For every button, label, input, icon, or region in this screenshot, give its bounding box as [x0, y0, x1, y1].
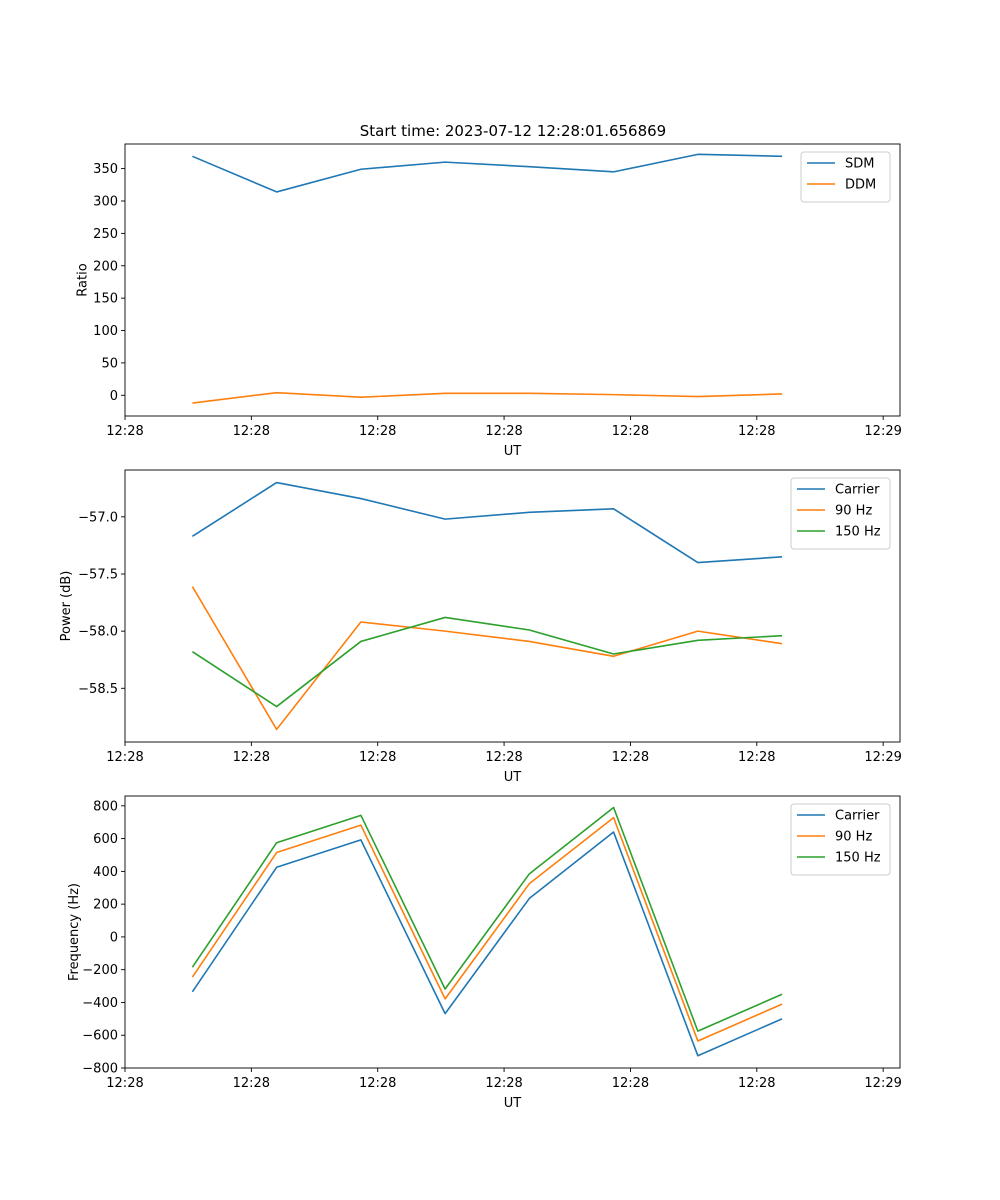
y-axis-label: Ratio [75, 263, 90, 296]
plot-2: 12:28 12:28 12:28 12:28 12:28 12:28 12:29 −57.0… [59, 469, 902, 785]
y-tick-label: −57.0 [78, 510, 118, 525]
y-tick-label: −200 [82, 963, 118, 978]
y-tick-label: 50 [101, 356, 118, 371]
x-tick-label: 12:28 [738, 750, 775, 765]
y-tick-label: 600 [93, 832, 118, 847]
x-tick-label: 12:28 [233, 424, 270, 439]
x-axis-label: UT [504, 770, 522, 785]
y-tick-label: −58.0 [78, 625, 118, 640]
series-line-carrier [191, 831, 783, 1057]
legend-label: SDM [845, 157, 874, 172]
legend-label: 90 Hz [835, 830, 872, 845]
y-tick-label: 150 [93, 292, 118, 307]
y-tick-label: −58.5 [78, 682, 118, 697]
legend-label: 150 Hz [835, 525, 881, 540]
series-line-150-hz [191, 806, 783, 1032]
plot-1: 12:28 12:28 12:28 12:28 12:28 12:28 12:29 0 50 10… [75, 143, 902, 459]
x-tick-label: 12:28 [485, 424, 522, 439]
x-tick-label: 12:28 [612, 424, 649, 439]
y-tick-label: 300 [93, 194, 118, 209]
x-tick-label: 12:28 [233, 1076, 270, 1091]
x-tick-label: 12:28 [106, 1076, 143, 1091]
x-axis-label: UT [504, 1096, 522, 1111]
y-tick-label: 100 [93, 324, 118, 339]
axes-frame [124, 469, 901, 743]
x-axis-label: UT [504, 444, 522, 459]
y-tick-label: 350 [93, 162, 118, 177]
series-line-90-hz [191, 586, 783, 731]
figure-title: Start time: 2023-07-12 12:28:01.656869 [360, 122, 666, 140]
y-tick-label: −600 [82, 1029, 118, 1044]
x-tick-label: 12:28 [359, 424, 396, 439]
x-tick-label: 12:28 [738, 1076, 775, 1091]
x-tick-label: 12:29 [864, 1076, 901, 1091]
x-tick-label: 12:28 [738, 424, 775, 439]
x-tick-label: 12:28 [359, 750, 396, 765]
legend-label: DDM [845, 178, 876, 193]
legend: Carrier 90 Hz 150 Hz [790, 803, 891, 876]
axes-frame [124, 143, 901, 417]
series-line-ddm [192, 391, 783, 404]
x-tick-label: 12:28 [612, 750, 649, 765]
x-tick-label: 12:28 [106, 750, 143, 765]
x-tick-label: 12:29 [864, 424, 901, 439]
legend: Carrier 90 Hz 150 Hz [790, 477, 891, 550]
y-tick-label: −400 [82, 996, 118, 1011]
y-tick-label: −57.5 [78, 568, 118, 583]
series-line-150-hz [191, 616, 783, 708]
x-tick-label: 12:28 [485, 1076, 522, 1091]
x-tick-label: 12:29 [864, 750, 901, 765]
legend-label: Carrier [835, 483, 880, 498]
series-line-90-hz [191, 816, 783, 1042]
axes-frame [124, 795, 901, 1069]
y-tick-label: 400 [93, 865, 118, 880]
y-tick-label: 250 [93, 227, 118, 242]
y-tick-label: 200 [93, 259, 118, 274]
x-tick-label: 12:28 [233, 750, 270, 765]
x-tick-label: 12:28 [485, 750, 522, 765]
legend-label: Carrier [835, 809, 880, 824]
y-tick-label: 0 [110, 389, 118, 404]
y-axis-label: Frequency (Hz) [67, 883, 82, 981]
y-tick-label: 0 [110, 930, 118, 945]
legend: SDM DDM [800, 151, 891, 203]
plots-container: 12:28 12:28 12:28 12:28 12:28 12:28 12:29 0 50 10… [59, 143, 902, 1111]
y-tick-label: 800 [93, 799, 118, 814]
series-line-carrier [191, 481, 783, 564]
x-tick-label: 12:28 [359, 1076, 396, 1091]
y-tick-label: −800 [82, 1062, 118, 1077]
series-line-sdm [192, 153, 783, 193]
legend-label: 90 Hz [835, 504, 872, 519]
x-tick-label: 12:28 [106, 424, 143, 439]
x-tick-label: 12:28 [612, 1076, 649, 1091]
y-tick-label: 200 [93, 898, 118, 913]
plot-3: 12:28 12:28 12:28 12:28 12:28 12:28 12:29 800 60… [67, 795, 902, 1111]
legend-label: 150 Hz [835, 851, 881, 866]
y-axis-label: Power (dB) [59, 571, 74, 642]
legend-box [800, 151, 891, 203]
